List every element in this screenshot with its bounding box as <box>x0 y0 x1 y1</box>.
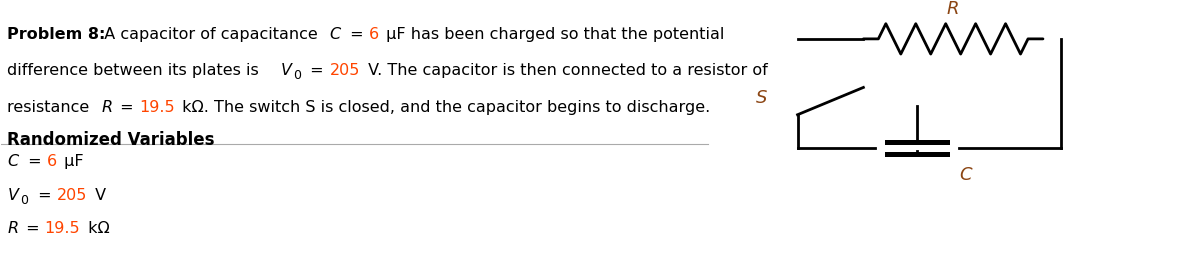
Text: R: R <box>102 100 113 115</box>
Text: 19.5: 19.5 <box>44 221 80 236</box>
Text: V: V <box>7 187 18 203</box>
Text: Randomized Variables: Randomized Variables <box>7 131 215 149</box>
Text: R: R <box>947 0 960 18</box>
Text: kΩ. The switch S is closed, and the capacitor begins to discharge.: kΩ. The switch S is closed, and the capa… <box>178 100 710 115</box>
Text: C: C <box>7 154 18 169</box>
Text: 205: 205 <box>330 63 360 78</box>
Text: µF has been charged so that the potential: µF has been charged so that the potentia… <box>380 27 725 42</box>
Text: 6: 6 <box>368 27 379 42</box>
Text: 6: 6 <box>47 154 58 169</box>
Text: S: S <box>756 89 768 107</box>
Text: =: = <box>32 187 56 203</box>
Text: 0: 0 <box>20 194 29 207</box>
Text: 19.5: 19.5 <box>139 100 175 115</box>
Text: C: C <box>330 27 341 42</box>
Text: C: C <box>959 166 972 184</box>
Text: kΩ: kΩ <box>83 221 109 236</box>
Text: =: = <box>344 27 368 42</box>
Text: V: V <box>90 187 106 203</box>
Text: V: V <box>281 63 292 78</box>
Text: =: = <box>20 221 44 236</box>
Text: resistance: resistance <box>7 100 95 115</box>
Text: Problem 8:: Problem 8: <box>7 27 106 42</box>
Text: 0: 0 <box>294 69 301 82</box>
Text: =: = <box>23 154 47 169</box>
Text: R: R <box>7 221 18 236</box>
Text: =: = <box>115 100 139 115</box>
Text: A capacitor of capacitance: A capacitor of capacitance <box>94 27 323 42</box>
Text: µF: µF <box>59 154 84 169</box>
Text: V. The capacitor is then connected to a resistor of: V. The capacitor is then connected to a … <box>362 63 768 78</box>
Text: 205: 205 <box>56 187 86 203</box>
Text: =: = <box>306 63 329 78</box>
Text: difference between its plates is: difference between its plates is <box>7 63 264 78</box>
